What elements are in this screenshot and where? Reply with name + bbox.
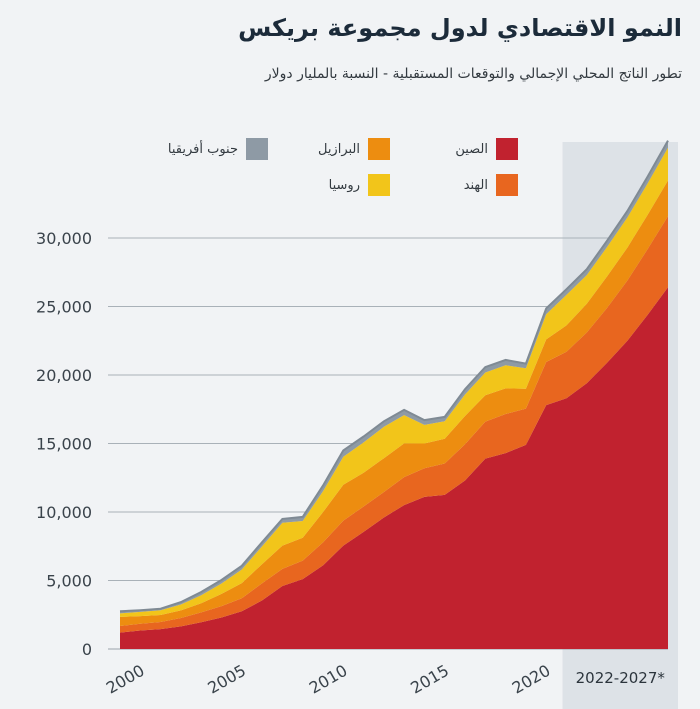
y-tick-label: 15,000: [36, 435, 92, 454]
legend-label-south-africa: جنوب أفريقيا: [167, 141, 238, 157]
chart-subtitle: تطور الناتج المحلي الإجمالي والتوقعات ال…: [264, 66, 682, 82]
stack-outline: [119, 140, 669, 613]
x-tick-label: 2005: [204, 661, 249, 698]
legend-swatch-brazil: [368, 138, 390, 160]
y-tick-label: 20,000: [36, 366, 92, 385]
y-tick-label: 30,000: [36, 229, 92, 248]
chart-legend: الصين الهند البرازيل روسيا جنوب أفريقيا: [150, 138, 550, 208]
area-series-0: [120, 287, 668, 649]
y-tick-label: 10,000: [36, 503, 92, 522]
x-tick-label: 2015: [407, 661, 452, 698]
chart-title: النمو الاقتصادي لدول مجموعة بريكس: [238, 14, 682, 42]
legend-label-russia: روسيا: [328, 177, 360, 193]
legend-swatch-india: [496, 174, 518, 196]
legend-item-russia: روسيا: [329, 174, 390, 196]
legend-swatch-china: [496, 138, 518, 160]
legend-item-brazil: البرازيل: [318, 138, 390, 160]
legend-swatch-south-africa: [246, 138, 268, 160]
legend-label-india: الهند: [463, 177, 488, 193]
x-tick-label: 2010: [306, 661, 351, 698]
y-tick-label: 5,000: [46, 572, 92, 591]
legend-label-china: الصين: [455, 141, 488, 157]
legend-item-south-africa: جنوب أفريقيا: [168, 138, 268, 160]
legend-label-brazil: البرازيل: [317, 141, 360, 157]
x-tick-label: 2020: [509, 661, 554, 698]
forecast-label: 2022-2027*: [576, 669, 666, 687]
x-tick-label: 2000: [103, 661, 148, 698]
y-tick-label: 0: [82, 640, 92, 659]
legend-item-india: الهند: [464, 174, 518, 196]
legend-item-china: الصين: [455, 138, 518, 160]
y-tick-label: 25,000: [36, 298, 92, 317]
legend-swatch-russia: [368, 174, 390, 196]
